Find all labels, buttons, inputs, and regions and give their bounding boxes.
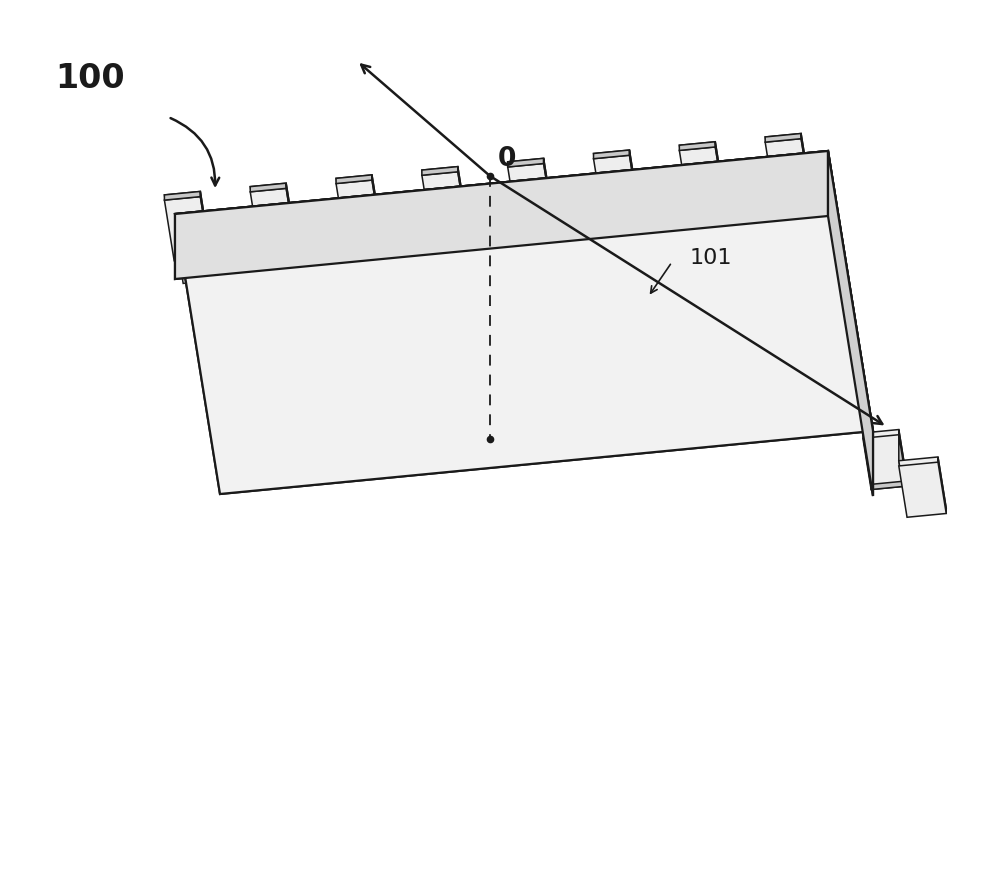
Polygon shape (458, 168, 468, 233)
Polygon shape (517, 187, 553, 195)
Polygon shape (828, 152, 873, 496)
Polygon shape (871, 481, 907, 490)
Polygon shape (346, 208, 382, 239)
Polygon shape (164, 192, 200, 201)
Polygon shape (603, 183, 639, 215)
Polygon shape (432, 200, 468, 232)
Polygon shape (544, 159, 553, 225)
Polygon shape (164, 192, 210, 256)
Polygon shape (689, 170, 734, 229)
Polygon shape (346, 203, 391, 262)
Polygon shape (775, 167, 820, 226)
Polygon shape (250, 184, 296, 248)
Polygon shape (517, 187, 562, 246)
Polygon shape (260, 211, 296, 220)
Polygon shape (723, 164, 725, 203)
Polygon shape (174, 219, 210, 228)
Text: 101: 101 (690, 247, 732, 267)
Polygon shape (422, 173, 468, 237)
Polygon shape (775, 161, 811, 170)
Polygon shape (863, 430, 907, 485)
Polygon shape (899, 430, 907, 487)
Polygon shape (208, 213, 210, 253)
Polygon shape (725, 170, 734, 231)
Polygon shape (811, 161, 820, 223)
Polygon shape (508, 164, 553, 228)
Polygon shape (346, 208, 391, 267)
Polygon shape (175, 152, 873, 495)
Polygon shape (603, 178, 648, 238)
Polygon shape (466, 189, 468, 228)
Polygon shape (801, 134, 811, 200)
Polygon shape (432, 200, 477, 260)
Polygon shape (553, 187, 562, 247)
Polygon shape (508, 159, 553, 224)
Polygon shape (828, 152, 873, 496)
Polygon shape (200, 192, 210, 258)
Polygon shape (260, 211, 305, 271)
Polygon shape (372, 175, 382, 241)
Polygon shape (336, 175, 372, 184)
Polygon shape (286, 184, 296, 250)
Polygon shape (938, 458, 946, 514)
Polygon shape (517, 191, 562, 251)
Polygon shape (765, 134, 801, 143)
Polygon shape (294, 205, 296, 245)
Polygon shape (382, 203, 391, 264)
Polygon shape (250, 189, 296, 253)
Polygon shape (863, 435, 907, 490)
Polygon shape (250, 184, 286, 193)
Polygon shape (174, 225, 219, 284)
FancyArrowPatch shape (171, 119, 219, 186)
Polygon shape (899, 463, 946, 517)
Polygon shape (422, 168, 458, 176)
Polygon shape (175, 152, 828, 280)
Polygon shape (679, 148, 725, 212)
Polygon shape (175, 152, 828, 280)
Text: 100: 100 (55, 61, 125, 95)
Polygon shape (689, 170, 725, 179)
Polygon shape (775, 167, 811, 198)
Text: 0: 0 (498, 146, 516, 172)
Polygon shape (346, 203, 382, 211)
Polygon shape (679, 143, 725, 207)
Polygon shape (637, 172, 639, 211)
Polygon shape (260, 217, 296, 248)
Polygon shape (689, 175, 725, 207)
Polygon shape (765, 134, 811, 198)
Polygon shape (174, 219, 219, 279)
Polygon shape (432, 195, 468, 203)
Polygon shape (603, 183, 648, 243)
Polygon shape (517, 191, 553, 224)
Polygon shape (260, 217, 305, 276)
Polygon shape (552, 181, 553, 220)
Polygon shape (594, 151, 639, 215)
Polygon shape (899, 458, 946, 512)
Polygon shape (336, 175, 382, 239)
Polygon shape (809, 155, 811, 195)
Polygon shape (336, 181, 382, 245)
Polygon shape (679, 143, 715, 151)
Polygon shape (380, 197, 382, 236)
Polygon shape (175, 152, 873, 495)
Polygon shape (468, 195, 477, 256)
Polygon shape (594, 156, 639, 220)
Polygon shape (765, 139, 811, 203)
Polygon shape (775, 161, 820, 221)
Polygon shape (508, 159, 544, 168)
Polygon shape (603, 178, 639, 187)
Polygon shape (422, 168, 468, 232)
Polygon shape (296, 211, 305, 273)
Polygon shape (629, 151, 639, 217)
Polygon shape (899, 435, 907, 512)
Polygon shape (689, 175, 734, 234)
Polygon shape (174, 225, 210, 256)
Polygon shape (210, 219, 219, 281)
Polygon shape (432, 195, 477, 254)
Polygon shape (594, 151, 629, 160)
Polygon shape (715, 143, 725, 209)
Polygon shape (639, 178, 648, 239)
Polygon shape (164, 197, 210, 261)
